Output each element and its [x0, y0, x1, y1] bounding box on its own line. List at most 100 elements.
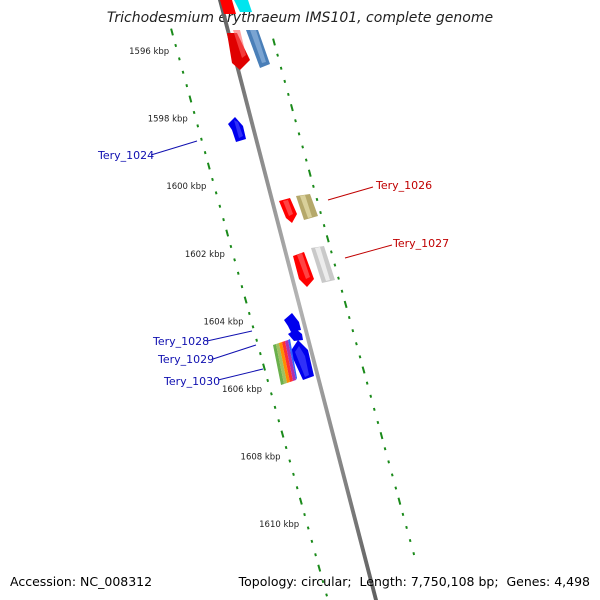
minor-tick [266, 378, 270, 383]
right-tick-track [272, 38, 416, 556]
gene-label-tery-1029[interactable]: Tery_1029 [157, 353, 214, 366]
minor-tick [321, 579, 325, 584]
ruler-label: 1596 kbp [129, 47, 169, 57]
length-label: Length: [359, 574, 407, 589]
topology-label: Topology: [238, 574, 298, 589]
minor-tick [284, 445, 288, 450]
minor-tick [185, 84, 189, 88]
topology-value: circular [301, 574, 348, 589]
minor-tick [387, 460, 390, 464]
leader-line-tery-1030 [217, 368, 264, 381]
gene-label-tery-1027[interactable]: Tery_1027 [392, 237, 449, 250]
leader-line-tery-1027 [344, 244, 393, 259]
genome-backbone [218, 0, 378, 600]
gene-feature[interactable] [234, 0, 252, 12]
major-tick [343, 300, 348, 309]
minor-tick [340, 289, 344, 293]
major-tick [379, 431, 384, 440]
minor-tick [315, 197, 319, 202]
minor-tick [279, 66, 283, 70]
minor-tick [383, 447, 387, 451]
genes-label: Genes: [506, 574, 551, 589]
minor-tick [303, 512, 306, 517]
gene-label-tery-1030[interactable]: Tery_1030 [163, 375, 220, 388]
accession-info: Accession: NC_008312 [10, 574, 152, 589]
minor-tick [292, 472, 295, 476]
gene-tery-1024[interactable] [228, 117, 246, 142]
minor-tick [358, 355, 362, 359]
gene-khaki[interactable] [296, 194, 318, 220]
minor-tick [174, 43, 178, 48]
ruler-label: 1604 kbp [203, 317, 243, 327]
gene-feature[interactable] [227, 30, 250, 70]
ruler-label: 1608 kbp [241, 453, 281, 463]
gene-label-tery-1024[interactable]: Tery_1024 [97, 149, 154, 162]
minor-tick [412, 552, 416, 556]
left-tick-track [170, 28, 328, 597]
gene-tery-1026[interactable] [279, 198, 297, 223]
major-tick [262, 363, 266, 371]
minor-tick [229, 244, 233, 249]
minor-tick [319, 210, 322, 215]
major-tick [206, 162, 211, 170]
ruler-label: 1606 kbp [222, 385, 262, 395]
minor-tick [218, 204, 222, 208]
minor-tick [390, 473, 394, 477]
leader-line-tery-1026 [327, 186, 374, 201]
gene-tery-1029[interactable] [288, 329, 303, 341]
minor-tick [247, 311, 251, 316]
minor-tick [277, 419, 281, 423]
ruler-label: 1610 kbp [259, 520, 299, 530]
ruler-label: 1598 kbp [148, 115, 188, 125]
ruler-label: 1600 kbp [166, 182, 206, 192]
gene-tery-1030[interactable] [290, 340, 314, 380]
minor-tick [355, 342, 358, 346]
gene-feature[interactable] [220, 0, 236, 14]
minor-tick [330, 250, 333, 254]
minor-tick [401, 512, 405, 516]
minor-tick [255, 338, 258, 342]
minor-tick [301, 145, 304, 149]
gene-tery-1027[interactable] [293, 252, 314, 287]
minor-tick [240, 285, 244, 289]
minor-tick [351, 329, 355, 333]
minor-tick [322, 224, 326, 228]
minor-tick [222, 218, 225, 222]
major-tick [361, 366, 366, 374]
minor-tick [394, 486, 398, 490]
length-value: 7,750,108 bp [410, 574, 495, 589]
minor-tick [297, 132, 301, 136]
leader-line-tery-1029 [212, 344, 257, 360]
minor-tick [233, 258, 236, 262]
gene-multicolor[interactable] [273, 339, 297, 385]
minor-tick [181, 70, 185, 74]
minor-tick [270, 392, 273, 396]
minor-tick [306, 526, 310, 530]
ruler-labels: 1596 kbp 1598 kbp 1600 kbp 1602 kbp 1604 kbp… [129, 47, 299, 530]
minor-tick [325, 593, 328, 597]
minor-tick [196, 124, 200, 128]
minor-tick [333, 263, 337, 267]
leader-line-tery-1024 [150, 140, 198, 156]
minor-tick [200, 137, 203, 141]
minor-tick [376, 420, 380, 425]
gene-tery-1028[interactable] [284, 313, 301, 332]
minor-tick [405, 525, 408, 530]
major-tick [298, 497, 303, 505]
minor-tick [295, 486, 299, 490]
genes-value: 4,498 [554, 574, 590, 589]
major-tick [272, 38, 276, 46]
major-tick [243, 296, 248, 304]
minor-tick [310, 539, 314, 543]
gene-silver[interactable] [311, 246, 335, 283]
gene-label-tery-1028[interactable]: Tery_1028 [152, 335, 209, 348]
minor-tick [236, 271, 240, 275]
minor-tick [369, 394, 373, 398]
gene-label-tery-1026[interactable]: Tery_1026 [375, 179, 432, 192]
gene-feature[interactable] [246, 30, 270, 68]
minor-tick [283, 79, 287, 83]
major-tick [307, 169, 312, 177]
minor-tick [214, 191, 218, 195]
minor-tick [314, 553, 317, 557]
